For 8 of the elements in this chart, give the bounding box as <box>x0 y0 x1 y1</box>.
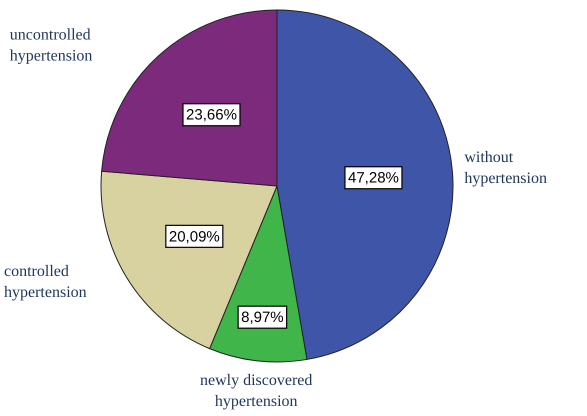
data-label: 47,28% <box>348 170 399 187</box>
slice-label: without hypertension <box>464 148 547 187</box>
slice-label: newly discovered hypertension <box>200 372 312 410</box>
slice-label: uncontrolled hypertension <box>10 26 92 65</box>
data-label: 20,09% <box>168 228 220 246</box>
data-label: 8,97% <box>241 309 284 326</box>
data-label: 23,66% <box>186 106 237 124</box>
slice-label: controlled hypertension <box>4 262 87 301</box>
